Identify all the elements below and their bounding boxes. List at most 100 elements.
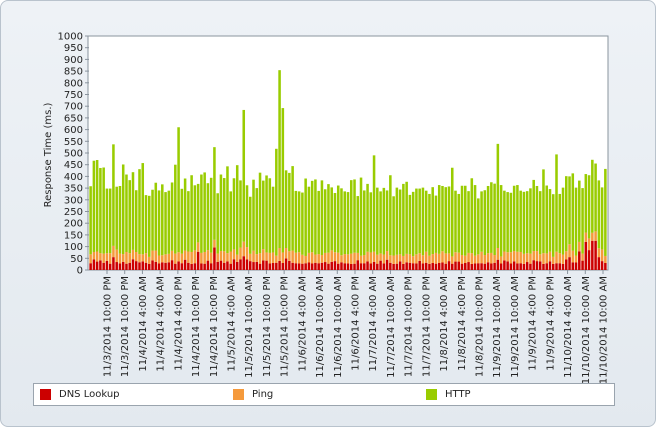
y-tick-label: 700: [64, 102, 83, 113]
bar-ping: [385, 251, 389, 260]
bar-ping: [167, 253, 171, 263]
bar-dns-lookup: [525, 262, 529, 270]
bar-ping: [258, 253, 262, 264]
bar-http: [112, 144, 115, 246]
bar-http: [317, 190, 320, 255]
bar-ping: [405, 253, 408, 263]
legend-label: DNS Lookup: [59, 389, 120, 400]
bar-dns-lookup: [434, 263, 438, 270]
bar-ping: [477, 254, 480, 264]
bar-dns-lookup: [369, 263, 373, 270]
bar-dns-lookup: [389, 262, 392, 270]
bar-ping: [102, 253, 105, 263]
bar-ping: [134, 251, 138, 262]
bar-http: [591, 159, 594, 233]
bar-dns-lookup: [402, 263, 405, 270]
bar-http: [95, 160, 99, 252]
bar-http: [349, 180, 353, 254]
bar-dns-lookup: [213, 247, 216, 270]
bar-ping: [190, 251, 193, 264]
bar-http: [486, 185, 490, 254]
bar-ping: [180, 253, 184, 264]
bar-ping: [597, 248, 601, 258]
ping-swatch: [233, 389, 244, 400]
bar-http: [294, 190, 298, 253]
bar-dns-lookup: [483, 263, 487, 270]
bar-dns-lookup: [99, 260, 102, 270]
bar-http: [587, 175, 591, 239]
y-tick-label: 850: [64, 67, 83, 78]
bar-dns-lookup: [131, 259, 135, 270]
bar-ping: [151, 250, 154, 261]
bar-dns-lookup: [346, 263, 350, 270]
bar-ping: [288, 251, 291, 261]
bar-dns-lookup: [336, 263, 340, 270]
bar-http: [581, 188, 584, 254]
bar-dns-lookup: [503, 260, 506, 270]
bar-dns-lookup: [405, 262, 408, 270]
bar-dns-lookup: [486, 262, 490, 270]
bar-ping: [366, 251, 369, 262]
bar-dns-lookup: [578, 251, 581, 270]
bar-dns-lookup: [538, 261, 542, 270]
bar-dns-lookup: [177, 261, 180, 270]
bar-http: [389, 175, 392, 256]
y-tick-label: 900: [64, 55, 83, 66]
x-tick-label: 11/10/2014 10:00 AM: [599, 276, 610, 384]
bar-dns-lookup: [568, 257, 571, 270]
bar-http: [323, 189, 327, 253]
bar-http: [506, 192, 509, 253]
bar-http: [366, 183, 369, 252]
x-tick-label: 11/10/2014 4:00 AM: [563, 276, 574, 378]
bar-http: [170, 182, 174, 251]
bar-dns-lookup: [278, 260, 281, 270]
bar-dns-lookup: [460, 263, 464, 270]
y-axis: 0501001502002503003504004505005506006507…: [58, 32, 89, 277]
bar-http: [161, 184, 164, 256]
bar-dns-lookup: [473, 263, 477, 270]
bar-ping: [594, 231, 597, 241]
bar-http: [369, 192, 373, 253]
bar-dns-lookup: [105, 260, 109, 270]
bar-ping: [330, 250, 333, 262]
bar-http: [604, 168, 607, 256]
y-tick-label: 300: [64, 195, 83, 206]
bar-ping: [486, 253, 490, 263]
x-tick-label: 11/7/2014 10:00 PM: [421, 276, 432, 377]
bar-http: [437, 185, 441, 254]
bar-dns-lookup: [366, 261, 369, 270]
bar-ping: [141, 254, 145, 262]
x-tick-label: 11/4/2014 10:00 PM: [209, 276, 220, 377]
bar-http: [333, 193, 337, 253]
bar-ping: [196, 242, 200, 252]
bar-http: [346, 192, 350, 255]
bar-dns-lookup: [310, 263, 314, 270]
y-tick-label: 50: [70, 254, 83, 265]
bar-ping: [522, 253, 526, 264]
bar-http: [408, 194, 412, 255]
bar-dns-lookup: [480, 263, 483, 270]
x-tick-label: 11/9/2014 10:00 AM: [510, 276, 521, 378]
legend: DNS Lookup Ping HTTP: [33, 383, 615, 406]
bar-dns-lookup: [597, 257, 601, 270]
bar-dns-lookup: [125, 263, 128, 270]
bar-http: [372, 155, 376, 252]
bar-http: [281, 108, 285, 253]
bar-http: [561, 187, 565, 255]
bar-dns-lookup: [183, 259, 187, 270]
bar-ping: [467, 252, 470, 263]
bar-ping: [138, 254, 141, 263]
bar-http: [382, 187, 386, 255]
bar-ping: [275, 255, 278, 263]
bar-http: [239, 180, 242, 248]
bar-ping: [512, 251, 516, 262]
bar-http: [164, 192, 167, 255]
bar-dns-lookup: [151, 260, 154, 270]
bar-http: [532, 179, 535, 252]
bar-http: [512, 185, 516, 252]
bar-dns-lookup: [444, 263, 448, 270]
bar-http: [226, 166, 229, 254]
bar-http: [148, 195, 151, 257]
bar-ping: [310, 252, 314, 264]
